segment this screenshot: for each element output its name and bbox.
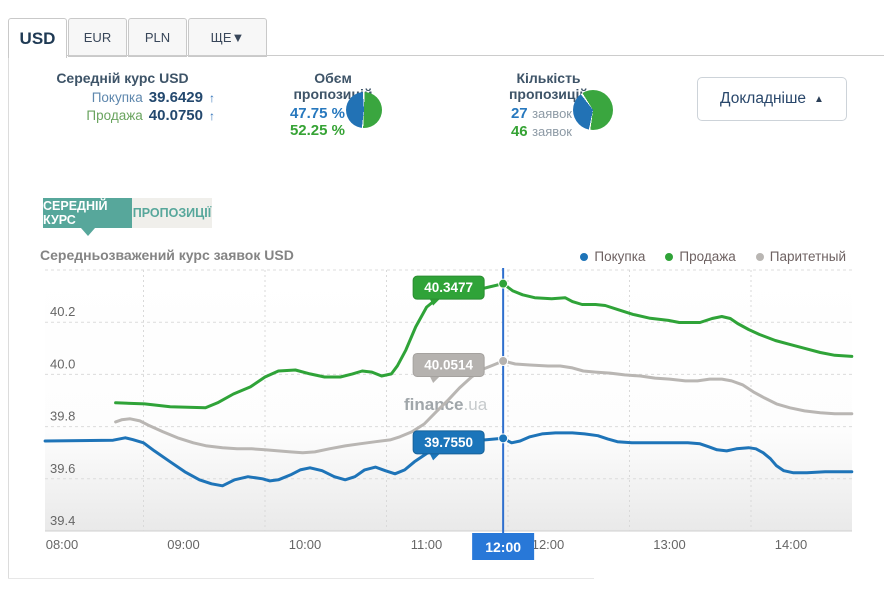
legend-item-parity[interactable]: Паритетный [755,249,846,264]
count-sell-unit: заявок [532,124,572,139]
count-sell-value: 46 [510,123,528,140]
tabbar-divider [8,55,884,56]
cursor-marker [498,355,509,366]
series-Продажа [114,282,854,410]
chart-legend: Покупка Продажа Паритетный [580,249,846,264]
parity-dot-icon [755,252,764,261]
avg-rate-block: Середній курс USD Покупка 39.6429 ↑ Прод… [30,70,215,125]
tooltip-value: 40.0514 [424,357,473,372]
tooltip-box [412,275,485,300]
x-tick-label: 09:00 [167,537,200,552]
sell-up-arrow-icon: ↑ [209,109,215,123]
collapse-arrow-icon: ▲ [814,93,824,105]
details-button[interactable]: Докладніше ▲ [697,77,847,121]
subtab-offers-label: ПРОПОЗИЦІЇ [132,206,212,220]
buy-dot-icon [580,252,589,261]
volume-sell-pct: 52.25 % [289,122,345,139]
x-tick-label: 10:00 [289,537,322,552]
subtab-average-rate-label: СЕРЕДНІЙ КУРС [43,199,108,227]
tab-more[interactable]: ЩЕ▼ [188,18,267,57]
subtab-offers[interactable]: ПРОПОЗИЦІЇ [132,198,212,228]
y-tick-label: 40.2 [50,304,75,319]
y-tick-label: 39.8 [50,409,75,424]
sell-rate-value: 40.0750 [148,107,203,124]
tab-usd[interactable]: USD [8,18,67,58]
buy-up-arrow-icon: ↑ [209,91,215,105]
y-tick-label: 39.6 [50,461,75,476]
cursor-marker [498,278,509,289]
tooltip-value: 39.7550 [424,435,473,450]
active-subtab-pointer [81,228,95,236]
tab-eur-label: EUR [83,30,112,45]
tooltip-box [412,430,485,455]
y-tick-label: 40.0 [50,356,75,371]
cursor-time-box [472,533,535,560]
details-button-label: Докладніше [720,90,807,107]
tab-usd-label: USD [19,28,56,48]
tooltip-box [412,352,485,377]
volume-buy-pct: 47.75 % [289,105,345,122]
count-title: Кількість пропозицій [508,70,589,102]
volume-block: Обєм пропозицій 47.75 % 52.25 % [273,70,393,139]
legend-item-buy[interactable]: Покупка [580,249,645,264]
legend-parity-label: Паритетный [769,249,846,264]
x-tick-label: 08:00 [46,537,79,552]
sell-label: Продажа [86,108,143,123]
count-block: Кількість пропозицій 27 заявок 46 заявок [480,70,617,141]
count-buy-unit: заявок [532,106,572,121]
finance-ua-watermark: finance.ua [404,395,488,414]
x-tick-label: 13:00 [653,537,686,552]
panel-left-border [8,56,9,578]
legend-item-sell[interactable]: Продажа [665,249,736,264]
x-tick-label: 12:00 [532,537,565,552]
x-tick-label: 11:00 [411,537,443,552]
sell-dot-icon [665,252,674,261]
tab-more-label: ЩЕ▼ [210,30,245,45]
subtab-average-rate[interactable]: СЕРЕДНІЙ КУРС [43,198,132,228]
tab-pln[interactable]: PLN [128,18,187,57]
buy-label: Покупка [91,90,143,105]
avg-rate-title: Середній курс USD [56,70,189,86]
panel-bottom-border [8,578,594,579]
legend-sell-label: Продажа [679,249,736,264]
tooltip-value: 40.3477 [424,280,473,295]
legend-buy-label: Покупка [594,249,646,264]
y-tick-label: 39.4 [50,513,75,528]
buy-rate-value: 39.6429 [148,89,203,106]
chart-title: Середньозважений курс заявок USD [40,247,294,263]
cursor-time-label: 12:00 [485,539,521,555]
count-buy-value: 27 [510,105,528,122]
x-tick-label: 14:00 [775,537,808,552]
tab-pln-label: PLN [144,30,171,45]
volume-pie-chart [346,92,382,128]
cursor-marker [498,433,509,444]
count-pie-chart [573,90,613,130]
tab-eur[interactable]: EUR [68,18,127,57]
